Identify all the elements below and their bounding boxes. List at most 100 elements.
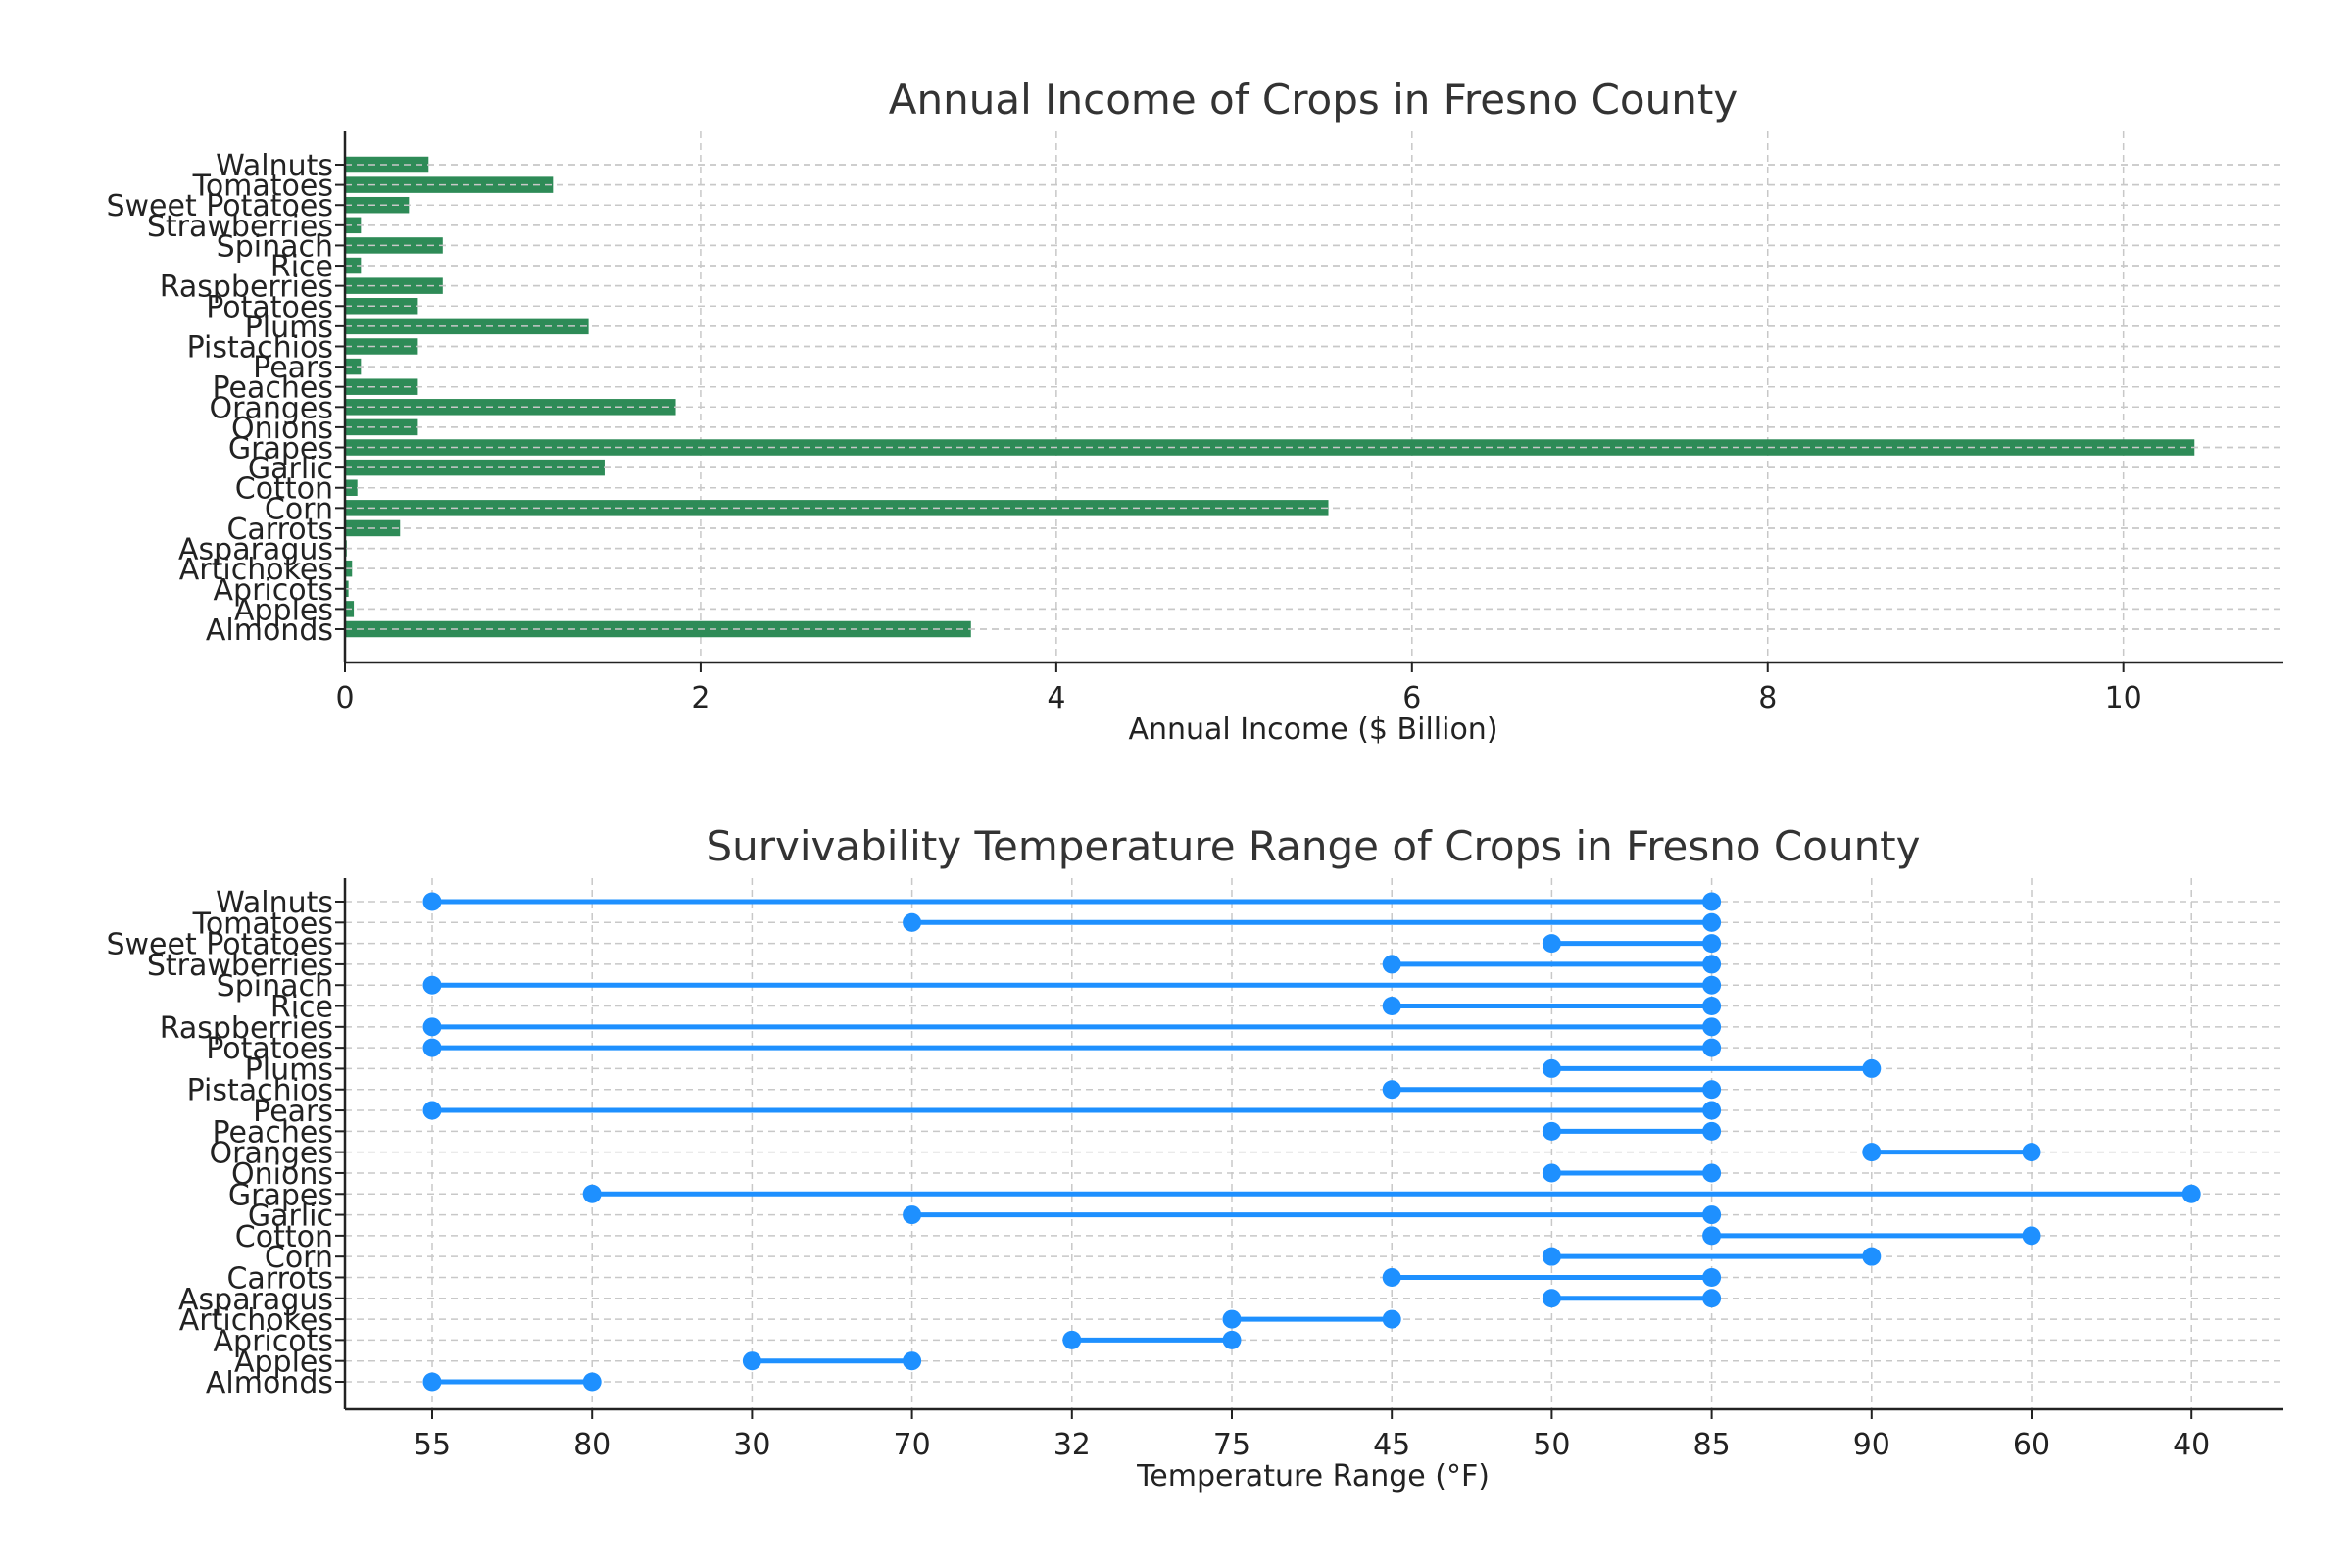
temperature-range-min-point-raspberries [422, 1017, 442, 1037]
income-grid [344, 131, 2283, 662]
temperature-range-min-point-asparagus [1542, 1289, 1561, 1308]
temperature-x-tick-label-30: 30 [733, 1428, 770, 1462]
temperature-y-tick-label-apricots: Apricots [214, 1324, 333, 1358]
income-y-tick-label-potatoes: Potatoes [206, 290, 333, 324]
temperature-y-tick-label-potatoes: Potatoes [206, 1032, 333, 1066]
income-axes [343, 131, 2283, 664]
temperature-x-tick-label-80: 80 [573, 1428, 611, 1462]
income-y-tick-label-artichokes: Artichokes [179, 553, 333, 587]
temperature-x-tick-label-60: 60 [2013, 1428, 2050, 1462]
temperature-range-min-point-potatoes [422, 1038, 442, 1057]
income-chart-title: Annual Income of Crops in Fresno County [889, 75, 1738, 123]
temperature-x-tick-label-75: 75 [1213, 1428, 1250, 1462]
temperature-range-max-point-walnuts [1702, 892, 1722, 911]
income-y-tick-label-tomatoes: Tomatoes [192, 170, 333, 204]
temperature-x-tick-label-90: 90 [1853, 1428, 1890, 1462]
temperature-range-min-point-tomatoes [903, 912, 922, 932]
income-x-axis-label: Annual Income ($ Billion) [1128, 712, 1497, 747]
temperature-range-max-point-spinach [1702, 975, 1722, 995]
temperature-x-tick-label-40: 40 [2173, 1428, 2210, 1462]
temperature-x-tick-label-32: 32 [1054, 1428, 1091, 1462]
temperature-range-min-point-pistachios [1382, 1080, 1401, 1100]
temperature-range-min-point-walnuts [422, 892, 442, 911]
income-x-tick-label-8: 8 [1758, 681, 1777, 715]
temperature-x-ticks: 55 80 30 70 32 75 45 50 85 90 60 40 [414, 1409, 2210, 1462]
income-y-tick-label-rice: Rice [270, 250, 333, 284]
temperature-y-tick-label-oranges: Oranges [210, 1137, 333, 1171]
income-chart: Annual Income of Crops in Fresno County … [106, 75, 2283, 747]
income-x-tick-label-6: 6 [1402, 681, 1421, 715]
income-y-tick-label-asparagus: Asparagus [178, 533, 333, 567]
temperature-range-max-point-raspberries [1702, 1017, 1722, 1037]
income-y-tick-label-strawberries: Strawberries [147, 210, 333, 244]
income-bar-tomatoes [345, 176, 554, 193]
income-y-tick-label-garlic: Garlic [248, 452, 333, 486]
temperature-range-max-point-corn [1862, 1247, 1882, 1266]
temperature-range-min-point-apples [742, 1351, 761, 1371]
temperature-range-max-point-grapes [2181, 1184, 2201, 1203]
temperature-range-max-point-apricots [1222, 1330, 1242, 1349]
temperature-range-min-point-artichokes [1222, 1309, 1242, 1329]
temperature-range-min-point-rice [1382, 997, 1401, 1016]
temperature-x-tick-label-85: 85 [1693, 1428, 1731, 1462]
temperature-range-max-point-tomatoes [1702, 912, 1722, 932]
income-y-tick-label-cotton: Cotton [235, 472, 333, 507]
temperature-y-tick-label-raspberries: Raspberries [160, 1011, 333, 1046]
temperature-range-max-point-strawberries [1702, 955, 1722, 974]
income-x-tick-label-0: 0 [335, 681, 354, 715]
income-x-ticks: 0 2 4 6 8 10 [335, 662, 2142, 715]
temperature-range-min-point-oranges [1862, 1143, 1882, 1162]
temperature-y-tick-label-tomatoes: Tomatoes [192, 906, 333, 941]
temperature-y-tick-label-grapes: Grapes [228, 1178, 333, 1212]
temperature-range-min-point-plums [1542, 1058, 1561, 1078]
temperature-y-tick-label-asparagus: Asparagus [178, 1283, 333, 1317]
temperature-range-max-point-potatoes [1702, 1038, 1722, 1057]
temperature-range-max-point-pistachios [1702, 1080, 1722, 1100]
temperature-y-tick-label-rice: Rice [270, 991, 333, 1025]
income-bar-pears [345, 358, 362, 375]
temperature-y-tick-label-spinach: Spinach [217, 969, 333, 1004]
temperature-range-max-point-plums [1862, 1058, 1882, 1078]
income-x-tick-label-10: 10 [2105, 681, 2142, 715]
income-y-tick-label-walnuts: Walnuts [216, 149, 333, 183]
temperature-x-axis-label: Temperature Range (°F) [1136, 1459, 1490, 1494]
temperature-y-tick-label-corn: Corn [265, 1241, 333, 1275]
temperature-range-max-point-carrots [1702, 1267, 1722, 1287]
temperature-range-max-point-asparagus [1702, 1289, 1722, 1308]
temperature-y-tick-label-peaches: Peaches [213, 1115, 333, 1150]
income-y-ticks: AlmondsApplesApricotsArtichokesAsparagus… [106, 149, 345, 648]
temperature-range-max-point-onions [1702, 1163, 1722, 1183]
income-y-tick-label-pistachios: Pistachios [187, 330, 333, 365]
temperature-range-min-point-spinach [422, 975, 442, 995]
temperature-range-max-point-apples [903, 1351, 922, 1371]
income-y-tick-label-apples: Apples [234, 593, 333, 627]
temperature-range-min-point-garlic [903, 1205, 922, 1225]
temperature-y-tick-label-pistachios: Pistachios [187, 1074, 333, 1108]
temperature-range-min-point-grapes [582, 1184, 602, 1203]
income-bar-strawberries [345, 217, 362, 234]
temperature-y-tick-label-walnuts: Walnuts [216, 886, 333, 920]
temperature-range-min-point-peaches [1542, 1121, 1561, 1141]
temperature-range-min-point-cotton [1702, 1226, 1722, 1246]
temperature-range-min-point-carrots [1382, 1267, 1401, 1287]
income-bar-sweet-potatoes [345, 196, 410, 214]
temperature-y-tick-label-apples: Apples [234, 1346, 333, 1380]
temperature-range-max-point-cotton [2022, 1226, 2041, 1246]
temperature-range-max-point-artichokes [1382, 1309, 1401, 1329]
income-y-tick-label-onions: Onions [231, 412, 333, 446]
temperature-range-max-point-peaches [1702, 1121, 1722, 1141]
temperature-y-tick-label-cotton: Cotton [235, 1220, 333, 1254]
temperature-ranges [422, 892, 2201, 1392]
temperature-y-tick-label-artichokes: Artichokes [179, 1303, 333, 1338]
income-bar-rice [345, 257, 362, 274]
temperature-range-max-point-sweet-potatoes [1702, 934, 1722, 954]
temperature-y-tick-label-plums: Plums [245, 1053, 333, 1087]
income-x-tick-label-4: 4 [1047, 681, 1065, 715]
income-bar-corn [345, 500, 1329, 516]
temperature-y-ticks: AlmondsApplesApricotsArtichokesAsparagus… [106, 886, 345, 1400]
temperature-range-min-point-pears [422, 1101, 442, 1120]
income-x-tick-label-2: 2 [691, 681, 710, 715]
income-bar-grapes [345, 439, 2195, 456]
income-y-tick-label-spinach: Spinach [217, 229, 333, 264]
